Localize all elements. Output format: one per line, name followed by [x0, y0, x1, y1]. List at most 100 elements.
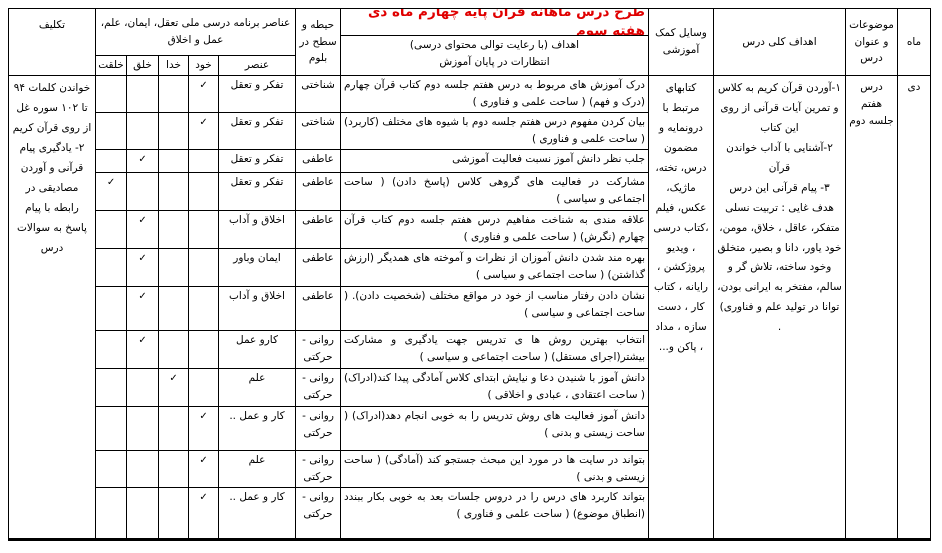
bloom-cell: عاطفی	[295, 211, 340, 249]
element-cell: تفکر و تعقل	[218, 113, 295, 150]
bloom-cell: روانی - حرکتی	[295, 488, 340, 539]
objective-cell: درک آموزش های مربوط به درس هفتم جلسه دوم…	[340, 76, 648, 113]
element-cell: کار و عمل ..	[218, 407, 295, 451]
check-khalq: ✓	[126, 150, 158, 173]
check-khoda	[158, 113, 188, 150]
check-khelqat	[95, 331, 126, 369]
element-cell: کارو عمل	[218, 331, 295, 369]
check-khalq	[126, 488, 158, 539]
check-khoda	[158, 488, 188, 539]
header-khalq: خلق	[126, 56, 158, 76]
header-aids: وسایل کمک آموزشی	[648, 9, 713, 76]
objective-cell: بهره مند شدن دانش آموزان از نظرات و آموخ…	[340, 249, 648, 287]
check-khod	[188, 150, 218, 173]
objective-cell: دانش آموز فعالیت های روش تدریس را به خوب…	[340, 407, 648, 451]
header-khelqat: خلقت	[95, 56, 126, 76]
element-cell: ایمان وباور	[218, 249, 295, 287]
check-khoda	[158, 331, 188, 369]
check-khod	[188, 249, 218, 287]
check-khelqat: ✓	[95, 173, 126, 211]
objective-cell: مشارکت در فعالیت های گروهی کلاس (پاسخ دا…	[340, 173, 648, 211]
check-khelqat	[95, 488, 126, 539]
header-khod: خود	[188, 56, 218, 76]
bloom-cell: عاطفی	[295, 150, 340, 173]
check-khalq: ✓	[126, 211, 158, 249]
check-khod	[188, 211, 218, 249]
check-khoda	[158, 76, 188, 113]
check-khalq	[126, 407, 158, 451]
check-khod: ✓	[188, 113, 218, 150]
header-taklif: تکلیف	[8, 9, 95, 76]
objective-cell: نشان دادن رفتار مناسب از خود در مواقع مخ…	[340, 287, 648, 331]
bloom-cell: شناختی	[295, 113, 340, 150]
topics-value: درس هفتم جلسه دوم	[845, 76, 897, 539]
check-khelqat	[95, 407, 126, 451]
bloom-cell: روانی - حرکتی	[295, 369, 340, 407]
check-khod: ✓	[188, 407, 218, 451]
check-khelqat	[95, 76, 126, 113]
element-cell: تفکر و تعقل	[218, 173, 295, 211]
goals-value: ۱-آوردن قرآن کریم به کلاس و تمرین آیات ق…	[713, 76, 845, 539]
element-cell: تفکر و تعقل	[218, 76, 295, 113]
objective-cell: جلب نظر دانش آموز نسبت فعالیت آموزشی	[340, 150, 648, 173]
element-cell: اخلاق و آداب	[218, 287, 295, 331]
objective-cell: علاقه مندی به شناخت مفاهیم درس هفتم جلسه…	[340, 211, 648, 249]
check-khod: ✓	[188, 76, 218, 113]
header-month: ماه	[897, 9, 930, 76]
check-khoda	[158, 173, 188, 211]
element-cell: کار و عمل ..	[218, 488, 295, 539]
check-khalq	[126, 369, 158, 407]
header-bloom: حیطه و سطح در بلوم	[295, 9, 340, 76]
element-cell: علم	[218, 451, 295, 488]
lesson-plan-table: ماه موضوعات و عنوان درس اهداف کلی درس وس…	[8, 8, 931, 541]
objective-cell: بیان کردن مفهوم درس هفتم جلسه دوم با شیو…	[340, 113, 648, 150]
taklif-value: خواندن کلمات ۹۴ تا ۱۰۲ سوره غل از روی قر…	[8, 76, 95, 539]
check-khelqat	[95, 150, 126, 173]
check-khod	[188, 331, 218, 369]
check-khoda	[158, 150, 188, 173]
bloom-cell: عاطفی	[295, 173, 340, 211]
check-khoda	[158, 407, 188, 451]
aids-value: کتابهای مرتبط با درونمایه و مضمون درس، ت…	[648, 76, 713, 539]
objective-cell: دانش آموز با شنیدن دعا و نیایش ابتدای کل…	[340, 369, 648, 407]
check-khoda	[158, 451, 188, 488]
check-khelqat	[95, 369, 126, 407]
check-khoda	[158, 249, 188, 287]
bloom-cell: روانی - حرکتی	[295, 451, 340, 488]
check-khoda: ✓	[158, 369, 188, 407]
check-khelqat	[95, 451, 126, 488]
bloom-cell: روانی - حرکتی	[295, 331, 340, 369]
check-khalq	[126, 76, 158, 113]
objective-cell: انتخاب بهترین روش ها ی تدریس جهت یادگیری…	[340, 331, 648, 369]
check-khoda	[158, 287, 188, 331]
header-khoda: خدا	[158, 56, 188, 76]
header-goals: اهداف کلی درس	[713, 9, 845, 76]
check-khod	[188, 287, 218, 331]
element-cell: تفکر و تعقل	[218, 150, 295, 173]
check-khoda	[158, 211, 188, 249]
lesson-plan-document: ماه موضوعات و عنوان درس اهداف کلی درس وس…	[0, 8, 942, 541]
check-khalq: ✓	[126, 249, 158, 287]
header-topics: موضوعات و عنوان درس	[845, 9, 897, 76]
check-khalq	[126, 173, 158, 211]
check-khalq: ✓	[126, 331, 158, 369]
check-khelqat	[95, 287, 126, 331]
check-khalq	[126, 113, 158, 150]
month-value: دی	[897, 76, 930, 539]
header-elements-group: عناصر برنامه درسی ملی تعقل، ایمان، علم، …	[95, 9, 295, 56]
bloom-cell: عاطفی	[295, 249, 340, 287]
document-title: طرح درس ماهانه قرآن پایه چهارم ماه دی هف…	[340, 9, 648, 36]
bloom-cell: شناختی	[295, 76, 340, 113]
check-khod	[188, 369, 218, 407]
check-khalq: ✓	[126, 287, 158, 331]
header-element: عنصر	[218, 56, 295, 76]
bloom-cell: روانی - حرکتی	[295, 407, 340, 451]
header-objectives-subtitle: اهداف (با رعایت توالی محتوای درسی) انتظا…	[340, 36, 648, 76]
bloom-cell: عاطفی	[295, 287, 340, 331]
element-cell: علم	[218, 369, 295, 407]
objective-cell: بتواند کاربرد های درس را در دروس جلسات ب…	[340, 488, 648, 539]
check-khelqat	[95, 211, 126, 249]
check-khod: ✓	[188, 451, 218, 488]
check-khod	[188, 173, 218, 211]
element-cell: اخلاق و آداب	[218, 211, 295, 249]
